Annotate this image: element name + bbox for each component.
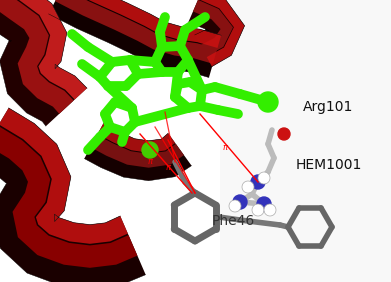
Polygon shape	[0, 0, 74, 114]
Text: Phe46: Phe46	[211, 214, 255, 228]
Circle shape	[233, 195, 247, 209]
Text: π: π	[222, 142, 228, 151]
Polygon shape	[0, 108, 146, 282]
Text: HEM1001: HEM1001	[295, 158, 362, 172]
Text: π: π	[147, 158, 152, 166]
Circle shape	[229, 200, 241, 212]
Circle shape	[142, 142, 158, 158]
Polygon shape	[0, 108, 128, 244]
Polygon shape	[0, 126, 137, 268]
Circle shape	[251, 175, 265, 189]
Circle shape	[264, 204, 276, 216]
Polygon shape	[90, 135, 184, 168]
Polygon shape	[84, 124, 192, 181]
Circle shape	[278, 128, 290, 140]
Circle shape	[258, 92, 278, 112]
Polygon shape	[198, 0, 245, 67]
Circle shape	[252, 204, 264, 216]
Circle shape	[257, 197, 271, 211]
Polygon shape	[55, 0, 217, 64]
Text: Arg101: Arg101	[303, 100, 353, 114]
Polygon shape	[7, 0, 87, 100]
Polygon shape	[188, 0, 245, 67]
Polygon shape	[0, 0, 87, 126]
Text: π: π	[165, 162, 170, 171]
Circle shape	[258, 172, 270, 184]
Polygon shape	[220, 0, 391, 282]
Polygon shape	[193, 0, 233, 56]
Polygon shape	[48, 0, 221, 78]
Circle shape	[242, 181, 254, 193]
Polygon shape	[98, 124, 175, 153]
Polygon shape	[63, 0, 221, 48]
